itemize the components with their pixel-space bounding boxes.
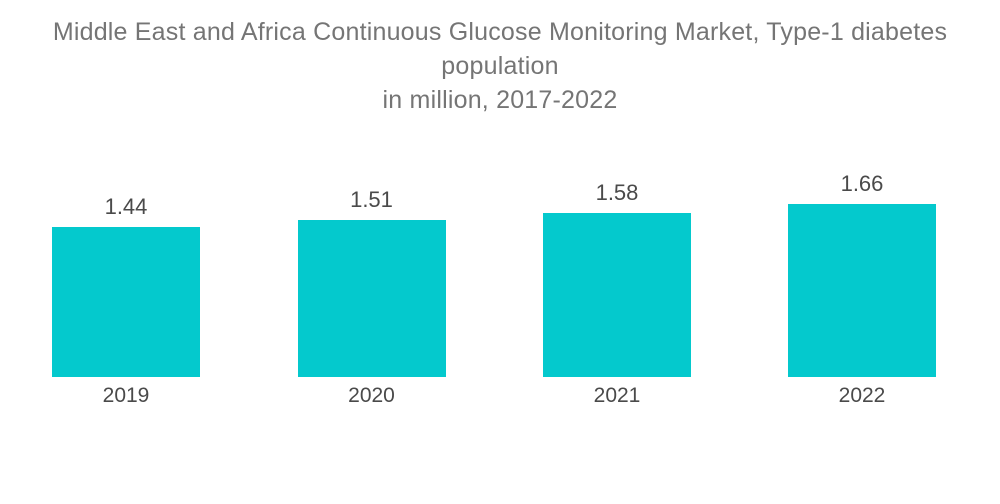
bar-group: 1.44 2019: [52, 0, 200, 504]
bar-group: 1.66 2022: [788, 0, 936, 504]
bar: [52, 227, 200, 377]
bar-value-label: 1.66: [840, 171, 884, 196]
bar-value-label: 1.58: [595, 180, 639, 205]
bar-group: 1.58 2021: [543, 0, 691, 504]
bar-value-label: 1.44: [104, 194, 148, 219]
bar: [543, 213, 691, 377]
bar-category-label: 2020: [348, 384, 395, 407]
bar-value-label: 1.51: [350, 187, 393, 212]
chart-title-line2: in million, 2017-2022: [382, 86, 618, 114]
bar: [788, 204, 936, 377]
chart-title-line1: Middle East and Africa Continuous Glucos…: [52, 18, 948, 80]
bar: [297, 220, 446, 377]
bar-category-label: 2019: [102, 384, 150, 407]
bar-category-label: 2022: [838, 384, 886, 407]
bar-group: 1.51 2020: [297, 0, 446, 504]
chart-title: Middle East and Africa Continuous Glucos…: [0, 15, 1000, 117]
bar-category-label: 2021: [593, 384, 641, 407]
